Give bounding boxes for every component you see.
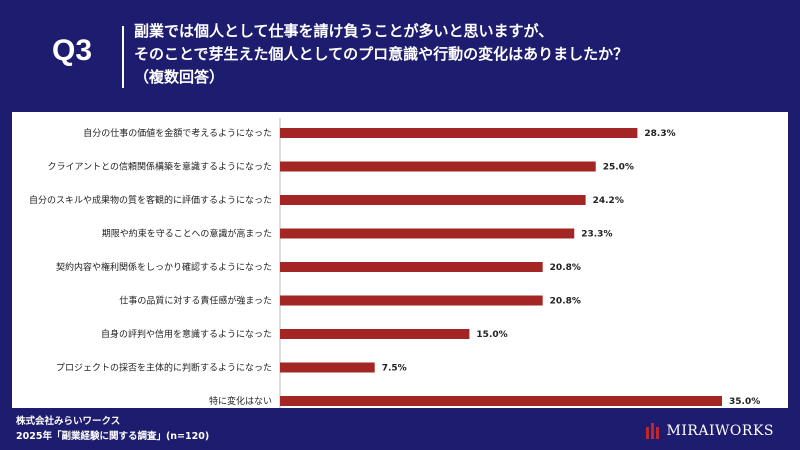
question-line-3: （複数回答） (134, 68, 225, 86)
bar (280, 195, 586, 205)
value-label: 15.0% (476, 330, 507, 340)
category-label: クライアントとの信頼関係構築を意識するようになった (47, 161, 272, 173)
category-label: 自身の評判や信用を意識するようになった (101, 328, 272, 340)
value-label: 7.5% (382, 364, 407, 374)
value-label: 20.8% (550, 297, 581, 307)
bar (280, 362, 375, 373)
header: Q3 副業では個人として仕事を請け負うことが多いと思いますが、 そのことで芽生え… (0, 0, 800, 104)
category-label: 仕事の品質に対する責任感が強まった (119, 295, 272, 307)
bar-chart: 自分の仕事の価値を金額で考えるようになった 28.3% クライアントとの信頼関係構築… (29, 118, 760, 408)
header-divider (122, 26, 124, 88)
question-text: 副業では個人として仕事を請け負うことが多いと思いますが、 そのことで芽生えた個人… (134, 20, 628, 89)
chart-panel: 自分の仕事の価値を金額で考えるようになった 28.3% クライアントとの信頼関係構築… (12, 112, 788, 408)
value-label: 23.3% (581, 230, 612, 240)
category-label: 自分のスキルや成果物の質を客観的に評価するようになった (29, 194, 272, 206)
bar (280, 161, 596, 172)
value-label: 25.0% (603, 163, 634, 173)
bar (280, 295, 543, 306)
category-label: プロジェクトの採否を主体的に判断するようになった (56, 362, 272, 374)
bar (280, 329, 470, 339)
value-label: 24.2% (593, 196, 624, 206)
company-logo: MIRAIWORKS (646, 423, 774, 439)
question-line-1: 副業では個人として仕事を請け負うことが多いと思いますが、 (134, 22, 554, 40)
bar (280, 396, 722, 406)
survey-source: 2025年「副業経験に関する調査」(n=120) (16, 431, 210, 442)
mirai-works-logo-icon (646, 423, 660, 439)
bar (280, 262, 543, 272)
question-line-2: そのことで芽生えた個人としてのプロ意識や行動の変化はありましたか？ (134, 45, 629, 63)
category-label: 特に変化はない (209, 395, 272, 407)
bar (280, 228, 575, 239)
logo-text: MIRAIWORKS (666, 423, 774, 439)
bar (280, 128, 638, 138)
question-number: Q3 (52, 34, 93, 67)
category-label: 自分の仕事の価値を金額で考えるようになった (83, 127, 272, 139)
category-label: 契約内容や権利関係をしっかり確認するようになった (56, 261, 272, 273)
value-label: 20.8% (550, 263, 581, 273)
value-label: 28.3% (644, 129, 675, 139)
category-label: 期限や約束を守ることへの意識が高まった (102, 228, 272, 240)
value-label: 35.0% (729, 397, 760, 407)
footer: 株式会社みらいワークス 2025年「副業経験に関する調査」(n=120) (16, 414, 209, 444)
company-name: 株式会社みらいワークス (16, 416, 121, 427)
